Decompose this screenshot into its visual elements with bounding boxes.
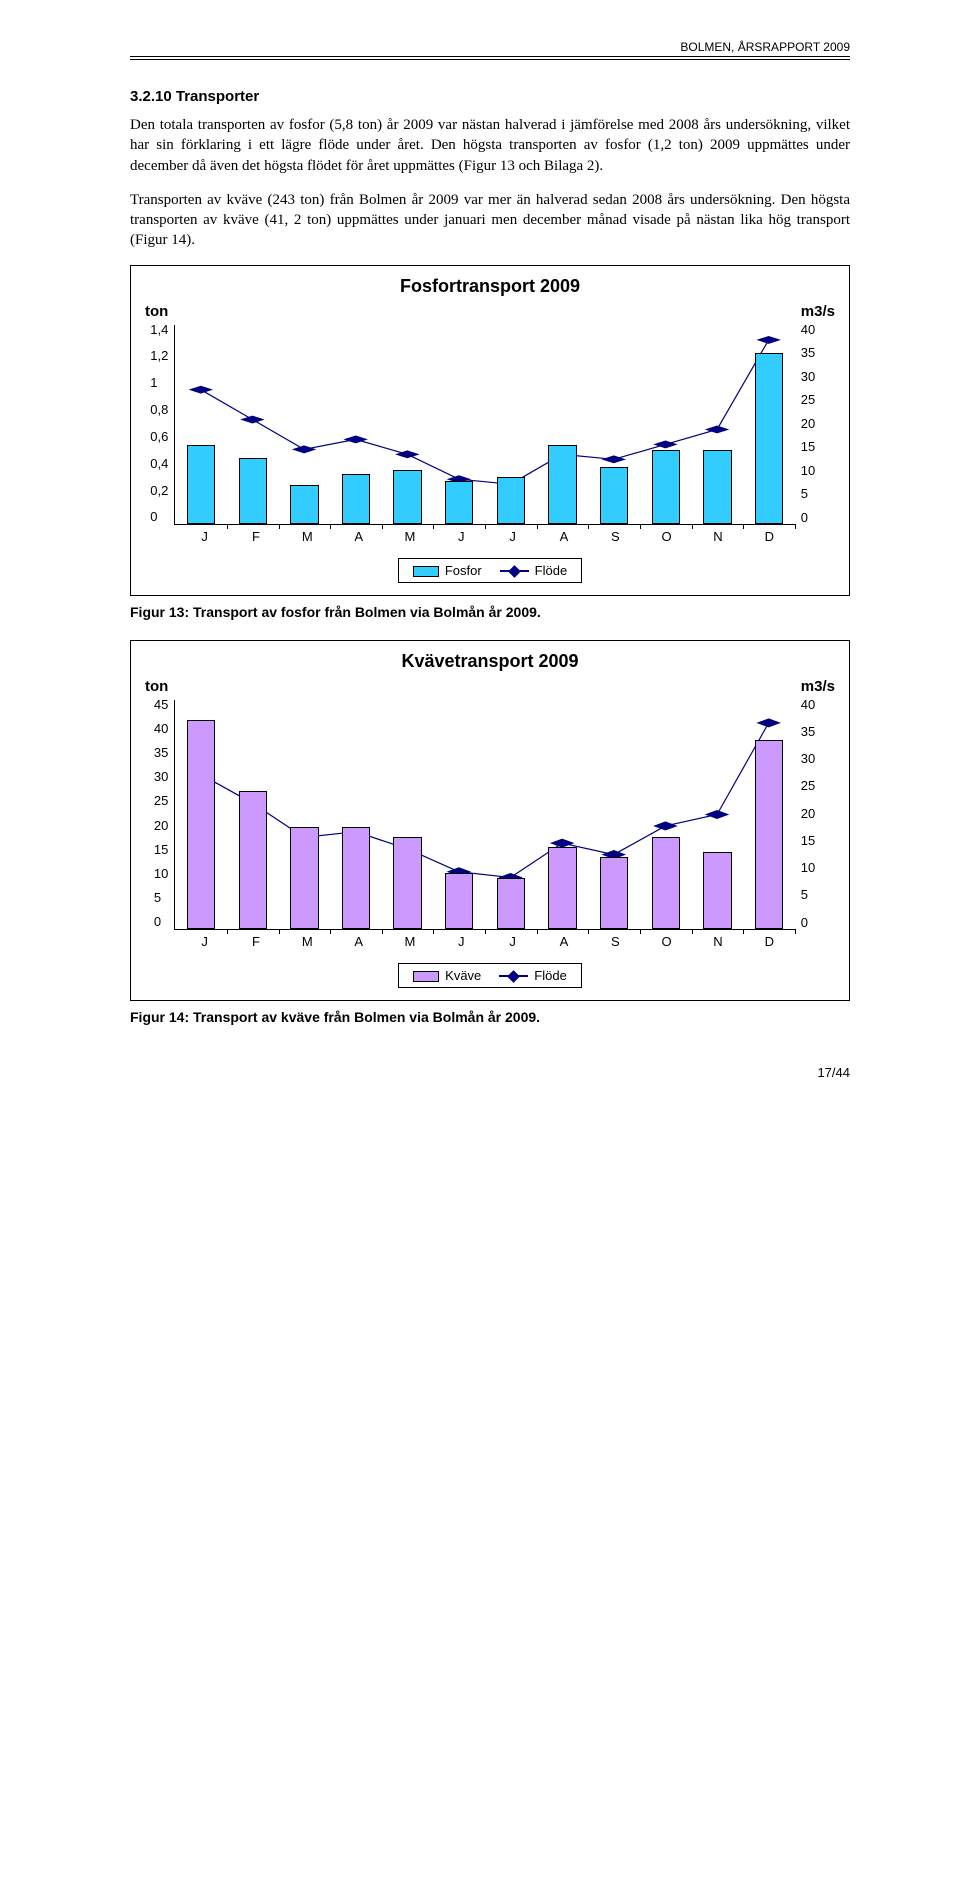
fosfor-x-axis: JFMAMJJASOND <box>179 529 795 544</box>
bar <box>187 720 215 929</box>
bar <box>187 445 215 523</box>
fosfor-legend: Fosfor Flöde <box>398 558 582 583</box>
bar <box>548 445 576 523</box>
bar <box>342 474 370 524</box>
flow-marker-icon-2 <box>499 972 528 981</box>
kvave-x-axis: JFMAMJJASOND <box>179 934 795 949</box>
bar <box>755 740 783 928</box>
bar <box>393 470 421 524</box>
kvave-chart-title: Kvävetransport 2009 <box>145 651 835 672</box>
fosfor-y-left: ton 1,41,210,80,60,40,20 <box>145 303 174 525</box>
kvave-y-left: ton 454035302520151050 <box>145 678 174 930</box>
bar <box>445 873 473 929</box>
fosfor-y-right: m3/s 4035302520151050 <box>795 303 835 525</box>
bar <box>342 827 370 929</box>
bar <box>755 353 783 524</box>
figure-13-caption: Figur 13: Transport av fosfor från Bolme… <box>130 604 850 620</box>
header-report-title: BOLMEN, ÅRSRAPPORT 2009 <box>130 40 850 54</box>
fosfor-line-svg <box>175 325 794 524</box>
fosfor-legend-bar-label: Fosfor <box>445 563 482 578</box>
bar <box>497 477 525 524</box>
fosfor-plot-area <box>174 325 794 525</box>
kvave-y-left-label: ton <box>145 678 168 695</box>
fosfor-legend-line-label: Flöde <box>535 563 568 578</box>
bar <box>239 791 267 928</box>
fosfor-swatch-icon <box>413 566 439 577</box>
kvave-legend-line-label: Flöde <box>534 968 567 983</box>
figure-14-caption: Figur 14: Transport av kväve från Bolmen… <box>130 1009 850 1025</box>
bar <box>652 837 680 929</box>
page-number: 17/44 <box>130 1065 850 1080</box>
bar <box>239 458 267 523</box>
bar <box>445 481 473 524</box>
bar <box>497 878 525 929</box>
header-rule-2 <box>130 59 850 60</box>
bar <box>652 450 680 524</box>
bar <box>290 485 318 523</box>
fosfor-y-left-label: ton <box>145 303 168 320</box>
bar <box>703 450 731 524</box>
kvave-chart-box: Kvävetransport 2009 ton 4540353025201510… <box>130 640 850 1001</box>
bar <box>703 852 731 928</box>
fosfor-chart-title: Fosfortransport 2009 <box>145 276 835 297</box>
fosfor-y-right-label: m3/s <box>801 303 835 320</box>
kvave-plot-area <box>174 700 794 930</box>
bar <box>393 837 421 929</box>
header-rule-1 <box>130 56 850 57</box>
body-paragraph-1: Den totala transporten av fosfor (5,8 to… <box>130 115 850 176</box>
fosfor-chart-box: Fosfortransport 2009 ton 1,41,210,80,60,… <box>130 265 850 596</box>
bar <box>600 857 628 928</box>
kvave-swatch-icon <box>413 971 439 982</box>
bar <box>548 847 576 928</box>
kvave-legend: Kväve Flöde <box>398 963 582 988</box>
bar <box>290 827 318 929</box>
flow-marker-icon <box>500 567 529 576</box>
kvave-legend-bar-label: Kväve <box>445 968 481 983</box>
kvave-y-right: m3/s 4035302520151050 <box>795 678 835 930</box>
body-paragraph-2: Transporten av kväve (243 ton) från Bolm… <box>130 190 850 251</box>
kvave-line-svg <box>175 700 794 929</box>
bar <box>600 467 628 524</box>
section-heading: 3.2.10 Transporter <box>130 88 850 105</box>
kvave-y-right-label: m3/s <box>801 678 835 695</box>
